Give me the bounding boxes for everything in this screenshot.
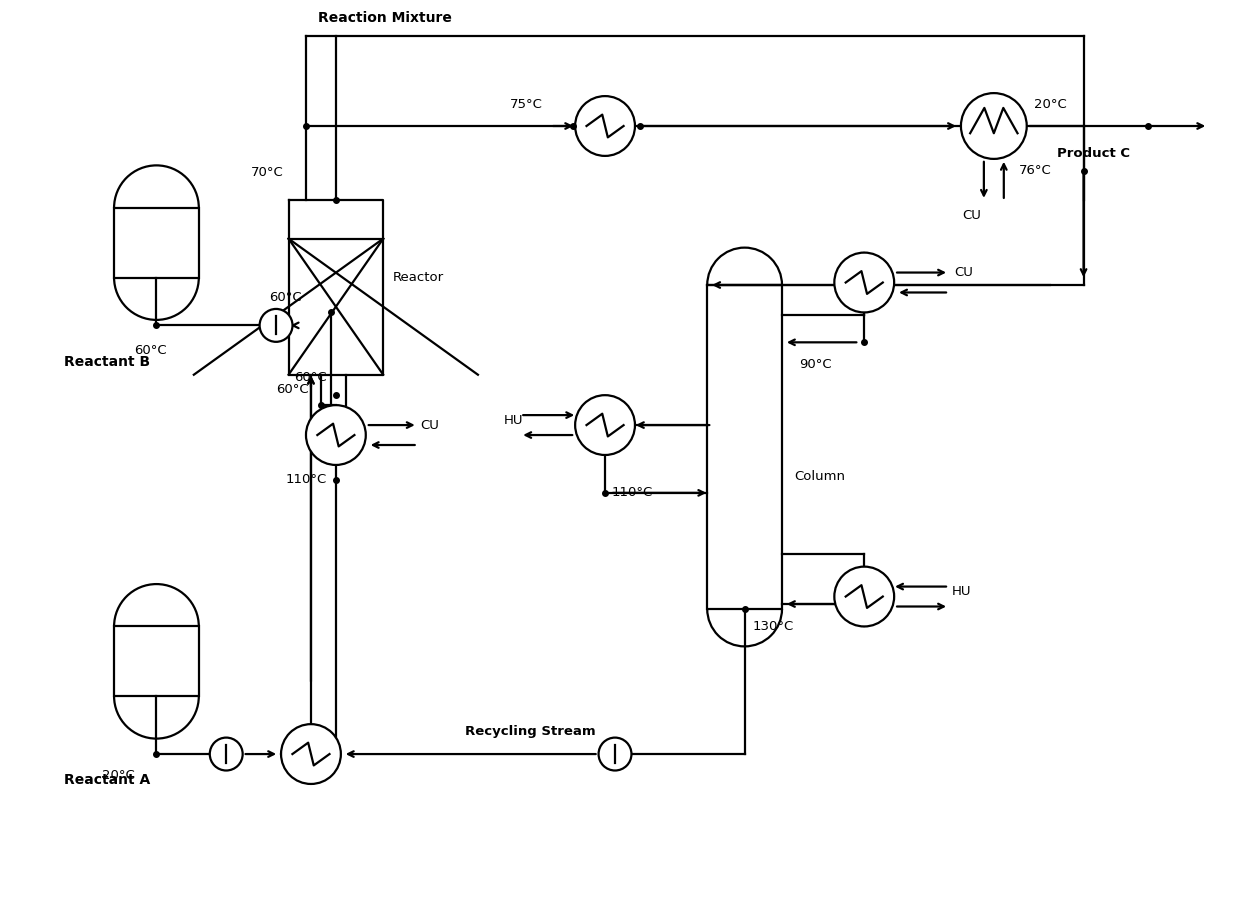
Bar	[707, 285, 782, 609]
Text: 60°C: 60°C	[294, 370, 326, 384]
Circle shape	[259, 309, 293, 342]
Text: HU: HU	[952, 585, 971, 598]
Circle shape	[575, 96, 635, 156]
Text: 110°C: 110°C	[286, 474, 327, 486]
Text: 130°C: 130°C	[753, 621, 794, 633]
Text: Recycling Stream: Recycling Stream	[465, 725, 596, 737]
Circle shape	[306, 405, 366, 465]
Text: 75°C: 75°C	[511, 98, 543, 110]
Text: CU: CU	[954, 266, 973, 279]
Text: 70°C: 70°C	[252, 166, 284, 179]
Text: 60°C: 60°C	[134, 344, 167, 357]
Circle shape	[575, 396, 635, 455]
Text: 110°C: 110°C	[613, 486, 653, 500]
Text: Reactant B: Reactant B	[63, 355, 150, 369]
Text: CU: CU	[962, 209, 981, 222]
Text: 90°C: 90°C	[800, 358, 832, 370]
Text: Column: Column	[794, 470, 844, 483]
Text: 60°C: 60°C	[277, 383, 309, 396]
Text: 20°C: 20°C	[102, 770, 134, 782]
Text: CU: CU	[420, 419, 439, 431]
Circle shape	[835, 253, 894, 312]
Text: Reactant A: Reactant A	[63, 773, 150, 788]
Circle shape	[210, 737, 243, 771]
Text: HU: HU	[503, 414, 523, 427]
Text: 60°C: 60°C	[269, 291, 301, 304]
Circle shape	[835, 567, 894, 626]
Text: 20°C: 20°C	[1034, 98, 1066, 110]
Circle shape	[599, 737, 631, 771]
Bar	[114, 208, 198, 277]
Text: Reaction Mixture: Reaction Mixture	[317, 12, 451, 25]
Circle shape	[281, 724, 341, 784]
Text: Reactor: Reactor	[393, 271, 444, 284]
Bar	[114, 626, 198, 696]
Text: 76°C: 76°C	[1019, 164, 1052, 178]
Text: Product C: Product C	[1056, 147, 1130, 161]
Circle shape	[961, 93, 1027, 159]
